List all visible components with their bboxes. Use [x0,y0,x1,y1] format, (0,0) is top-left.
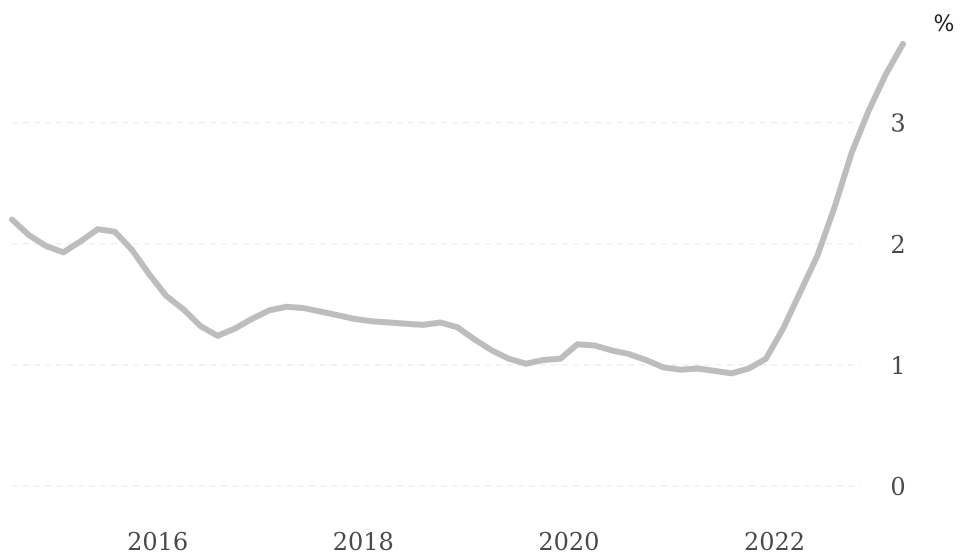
x-tick-label: 2018 [333,528,394,553]
y-axis: 0 1 2 3 [890,110,905,501]
series-line [9,40,906,377]
grid-lines [12,122,860,487]
x-axis: 2016 2018 2020 2022 [127,528,805,553]
x-tick-label: 2020 [538,528,599,553]
y-tick-label: 1 [890,352,905,380]
series-layer [9,40,906,377]
y-tick-label: 2 [890,231,905,259]
y-tick-label: 3 [890,110,905,138]
x-tick-label: 2022 [744,528,805,553]
y-unit-label: % [934,12,955,37]
y-tick-label: 0 [890,473,905,501]
x-tick-label: 2016 [127,528,188,553]
